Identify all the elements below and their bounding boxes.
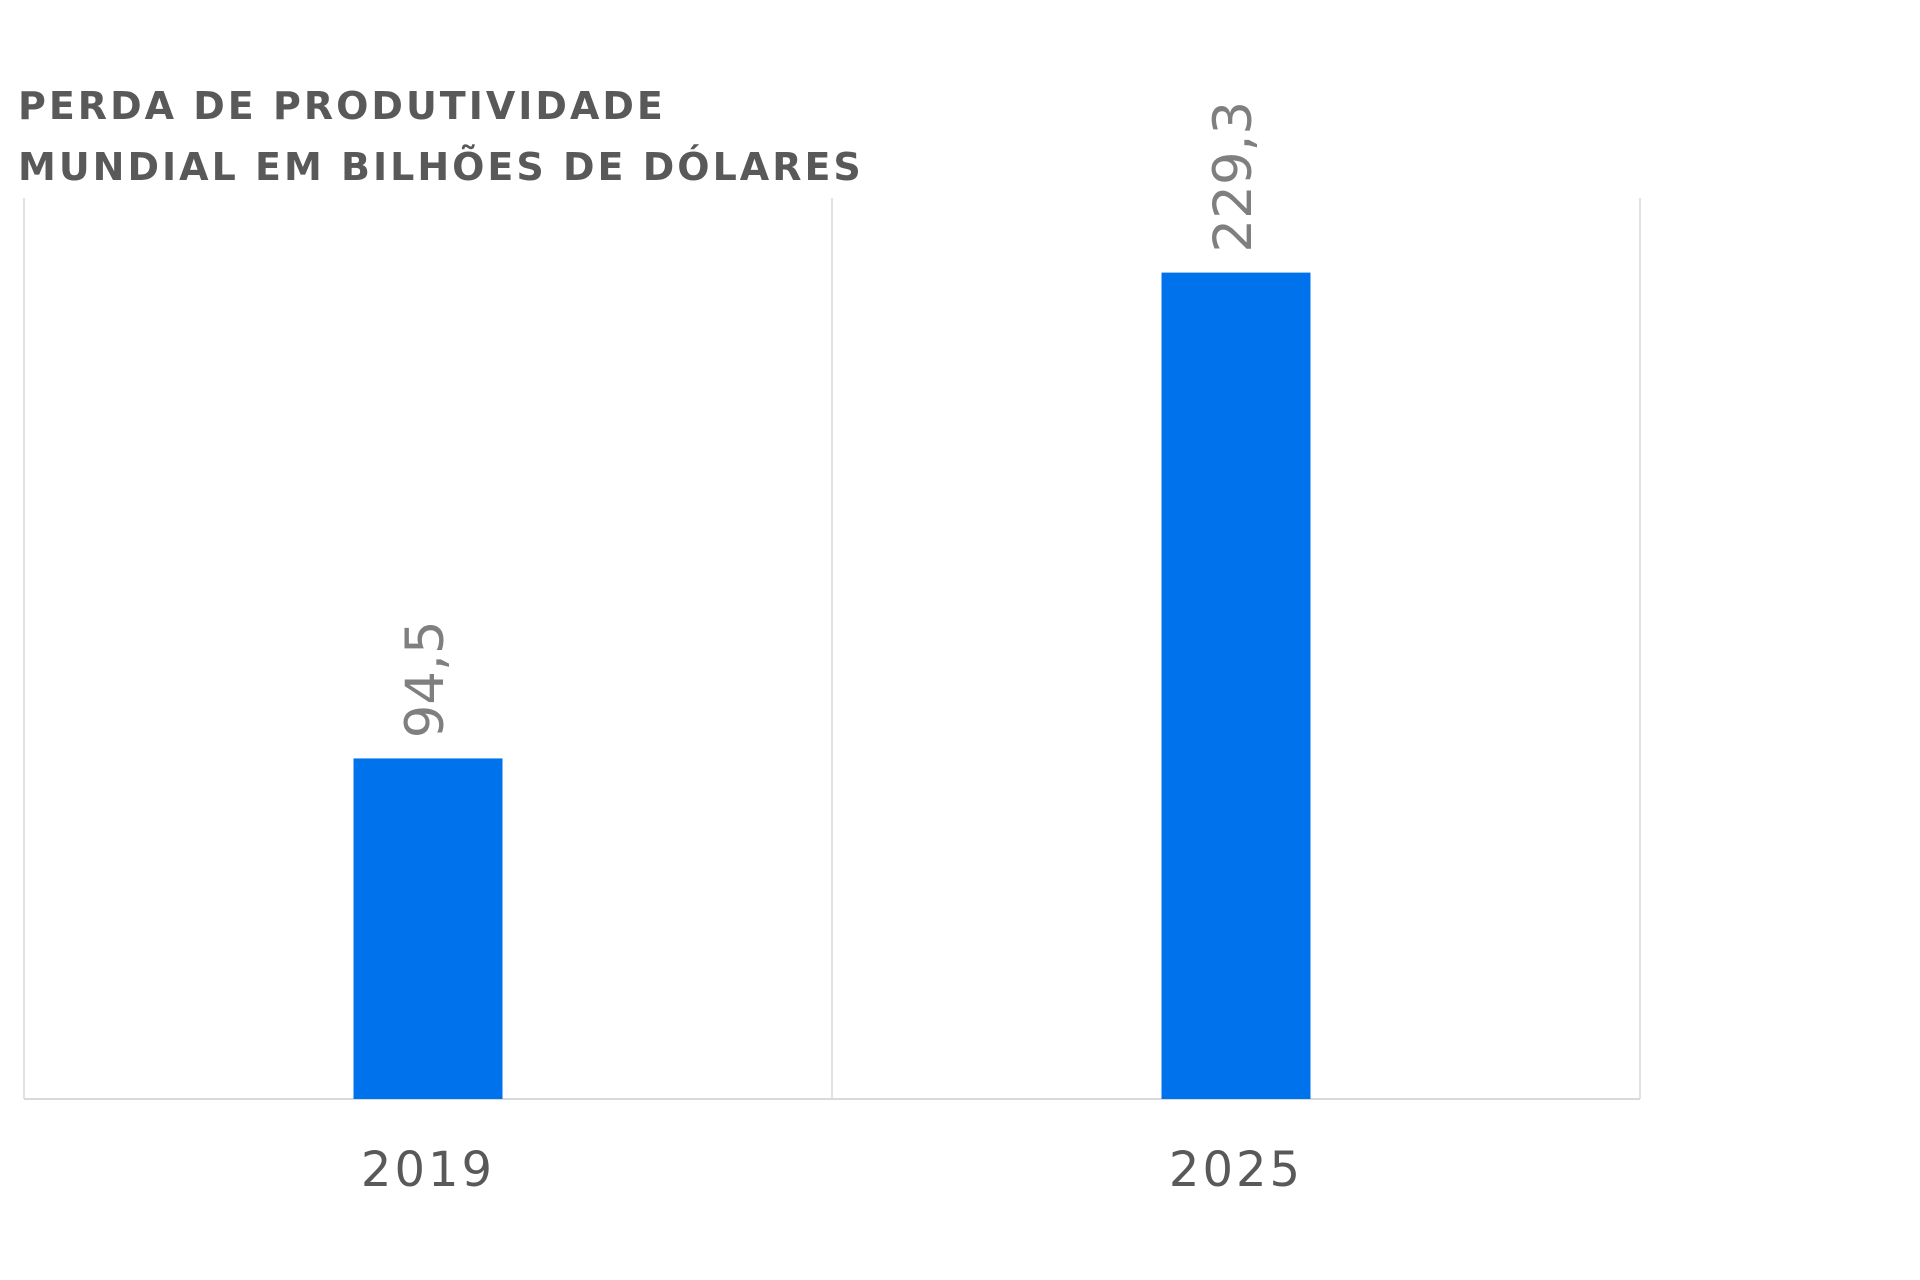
chart-title-line-1: PERDA DE PRODUTIVIDADE <box>18 84 666 128</box>
bar-2025 <box>1161 272 1311 1100</box>
x-tick-label-2019: 2019 <box>361 1142 495 1198</box>
chart-title-line-2: MUNDIAL EM BILHÕES DE DÓLARES <box>18 145 864 189</box>
data-label-2019: 94,5 <box>395 620 456 738</box>
chart-title: PERDA DE PRODUTIVIDADE MUNDIAL EM BILHÕE… <box>18 76 864 198</box>
x-tick-label-2025: 2025 <box>1169 1142 1303 1198</box>
bar-2019 <box>353 758 503 1099</box>
data-label-2025: 229,3 <box>1203 101 1264 253</box>
